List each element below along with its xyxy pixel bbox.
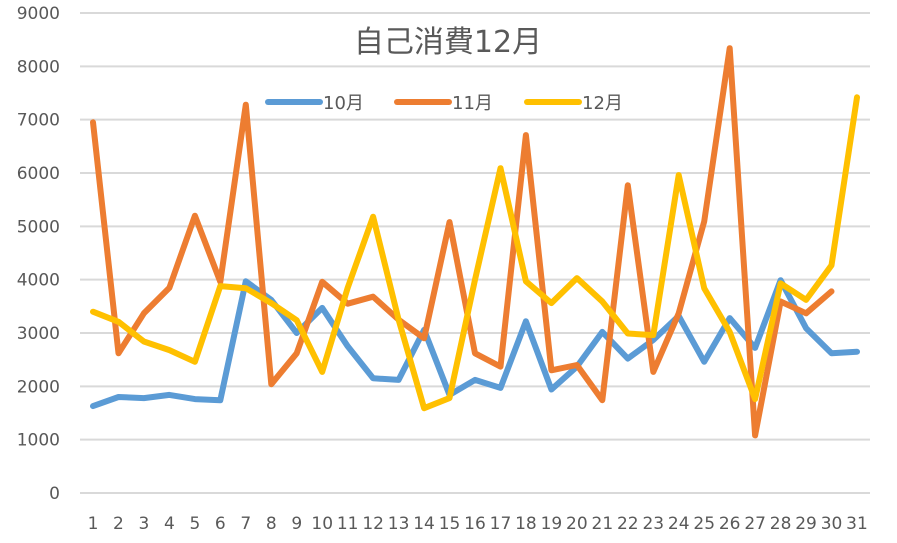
y-tick-label: 8000 [17, 57, 60, 77]
x-tick-label: 24 [668, 514, 690, 534]
x-tick-label: 26 [719, 514, 741, 534]
x-tick-label: 30 [821, 514, 843, 534]
legend-label: 12月 [582, 93, 623, 114]
x-tick-label: 29 [795, 514, 817, 534]
legend-item: 11月 [394, 93, 493, 114]
legend-item: 10月 [265, 93, 364, 114]
x-tick-label: 4 [164, 514, 175, 534]
x-tick-label: 14 [413, 514, 435, 534]
y-tick-label: 2000 [17, 377, 60, 397]
series-line-3 [90, 94, 860, 412]
y-tick-label: 4000 [17, 271, 60, 291]
legend-label: 11月 [452, 93, 493, 114]
x-tick-label: 23 [642, 514, 664, 534]
x-tick-label: 15 [439, 514, 461, 534]
x-tick-label: 3 [139, 514, 150, 534]
x-axis-labels: 1 2 3 4 5 6 7 8 9 10 11 12 13 14 15 16 17 18 19 20 21 22 23 24 2… [88, 514, 868, 534]
x-tick-label: 1 [88, 514, 99, 534]
y-tick-label: 5000 [17, 217, 60, 237]
x-tick-label: 19 [541, 514, 563, 534]
legend-item: 12月 [524, 93, 623, 114]
y-tick-label: 1000 [17, 431, 60, 451]
legend: 10月 11月 12月 [265, 93, 623, 114]
x-tick-label: 5 [189, 514, 200, 534]
x-tick-label: 6 [215, 514, 226, 534]
x-tick-label: 28 [770, 514, 792, 534]
series-lines [90, 45, 860, 439]
y-tick-label: 7000 [17, 111, 60, 131]
x-tick-label: 21 [592, 514, 614, 534]
x-tick-label: 22 [617, 514, 639, 534]
x-tick-label: 20 [566, 514, 588, 534]
y-tick-label: 0 [49, 484, 60, 504]
series-line-2 [90, 45, 835, 439]
x-tick-label: 18 [515, 514, 537, 534]
x-tick-label: 12 [362, 514, 384, 534]
legend-label: 10月 [323, 93, 364, 114]
x-tick-label: 8 [266, 514, 277, 534]
x-tick-label: 27 [744, 514, 766, 534]
x-tick-label: 13 [388, 514, 410, 534]
x-tick-label: 9 [291, 514, 302, 534]
x-tick-label: 10 [311, 514, 333, 534]
y-axis-labels: 0 1000 2000 3000 4000 5000 6000 7000 8000 9000 [17, 4, 60, 504]
x-tick-label: 25 [693, 514, 715, 534]
x-tick-label: 17 [490, 514, 512, 534]
x-tick-label: 16 [464, 514, 486, 534]
x-tick-label: 31 [846, 514, 868, 534]
y-tick-label: 6000 [17, 164, 60, 184]
y-tick-label: 9000 [17, 4, 60, 24]
x-tick-label: 7 [240, 514, 251, 534]
x-tick-label: 2 [113, 514, 124, 534]
series-line-1 [90, 277, 860, 410]
chart-title: 自己消費12月 [354, 25, 542, 60]
y-tick-label: 3000 [17, 324, 60, 344]
x-tick-label: 11 [337, 514, 359, 534]
